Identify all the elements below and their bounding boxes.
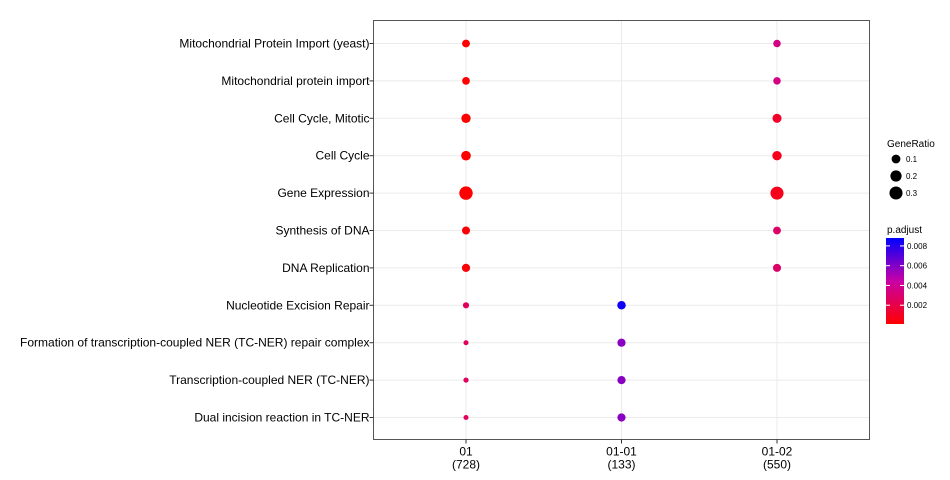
- x-axis-count-label: (133): [607, 458, 635, 472]
- data-point: [772, 113, 782, 123]
- gene-ratio-legend-label: 0.1: [906, 155, 918, 164]
- y-axis-tick-label: Mitochondrial Protein Import (yeast): [179, 37, 369, 51]
- p-adjust-tick-label: 0.004: [907, 281, 928, 290]
- data-point: [463, 377, 469, 383]
- y-axis-tick-label: Dual incision reaction in TC-NER: [194, 411, 370, 425]
- y-axis-tick-label: Transcription-coupled NER (TC-NER): [169, 373, 369, 387]
- data-point: [617, 376, 626, 385]
- x-axis-count-label: (728): [452, 458, 480, 472]
- p-adjust-legend: p.adjust 0.002 0.004 0.006 0.008: [886, 225, 928, 324]
- data-point: [461, 226, 471, 235]
- gene-ratio-legend-key: [890, 170, 902, 182]
- y-axis-tick-label: DNA Replication: [282, 261, 369, 275]
- data-point: [617, 301, 626, 310]
- data-point: [461, 263, 471, 272]
- p-adjust-legend-title: p.adjust: [887, 225, 922, 236]
- gene-ratio-legend: GeneRatio 0.1 0.2 0.3: [887, 139, 935, 200]
- p-adjust-tick-label: 0.002: [907, 301, 928, 310]
- data-point: [459, 186, 473, 200]
- y-axis-tick-label: Mitochondrial protein import: [221, 74, 370, 88]
- data-point: [773, 77, 781, 85]
- x-axis-tick-label: 01: [459, 445, 473, 459]
- data-point: [462, 302, 470, 309]
- x-axis-tick-label: 01-02: [762, 445, 793, 459]
- p-adjust-tick-label: 0.008: [907, 242, 928, 251]
- y-axis: Mitochondrial Protein Import (yeast) Mito…: [20, 37, 374, 425]
- data-point: [461, 113, 471, 123]
- data-point: [461, 150, 471, 161]
- data-point: [617, 413, 626, 422]
- y-axis-tick-label: Gene Expression: [277, 186, 369, 200]
- data-point: [772, 263, 782, 272]
- y-axis-tick-label: Formation of transcription-coupled NER (…: [20, 336, 369, 350]
- data-point: [463, 340, 469, 346]
- p-adjust-tick-label: 0.006: [907, 262, 928, 271]
- data-point: [772, 151, 782, 161]
- y-axis-tick-label: Synthesis of DNA: [275, 224, 369, 238]
- data-point: [463, 414, 469, 421]
- gene-ratio-legend-title: GeneRatio: [887, 139, 935, 150]
- p-adjust-colorbar: [886, 238, 904, 324]
- gene-ratio-legend-label: 0.2: [906, 172, 918, 181]
- data-point: [773, 226, 781, 235]
- x-axis: 01(728) 01-01(133) 01-02(550): [452, 439, 793, 472]
- data-points: [459, 39, 784, 422]
- y-axis-tick-label: Cell Cycle: [315, 149, 369, 163]
- data-point: [770, 186, 784, 200]
- gene-ratio-legend-label: 0.3: [906, 189, 918, 198]
- gene-ratio-legend-key: [889, 186, 903, 200]
- x-axis-tick-label: 01-01: [606, 445, 637, 459]
- data-point: [617, 338, 626, 347]
- x-axis-count-label: (550): [763, 458, 791, 472]
- data-point: [462, 77, 470, 85]
- gene-ratio-legend-key: [891, 154, 901, 164]
- data-point: [773, 39, 781, 48]
- y-axis-tick-label: Cell Cycle, Mitotic: [274, 111, 369, 125]
- data-point: [462, 39, 470, 48]
- y-axis-tick-label: Nucleotide Excision Repair: [226, 298, 369, 312]
